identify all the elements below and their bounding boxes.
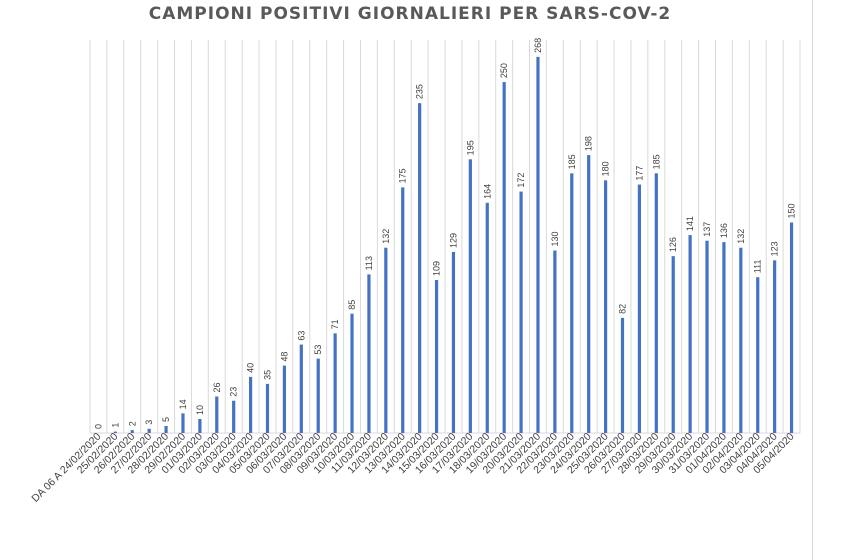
bar — [502, 82, 506, 433]
data-label: 130 — [550, 232, 560, 247]
data-label: 71 — [330, 319, 340, 329]
data-label: 195 — [465, 140, 475, 155]
bar — [705, 240, 709, 433]
bar — [485, 202, 489, 433]
data-label: 123 — [770, 241, 780, 256]
bar — [333, 333, 337, 433]
bar — [350, 313, 354, 433]
data-label: 129 — [448, 233, 458, 248]
bar — [773, 260, 777, 433]
data-label: 14 — [178, 399, 188, 409]
bar — [451, 251, 456, 433]
data-label: 235 — [415, 84, 425, 99]
bar — [722, 242, 726, 433]
data-label: 172 — [516, 173, 526, 188]
bar — [232, 400, 236, 433]
x-tick-labels: DA 06 A 24/02/202025/02/202026/02/202027… — [29, 431, 796, 505]
bar — [198, 418, 202, 433]
data-label: 23 — [229, 387, 239, 397]
bar — [603, 180, 608, 433]
bar — [316, 358, 320, 433]
bar — [215, 396, 219, 433]
data-label: 185 — [567, 154, 577, 169]
data-label: 109 — [432, 261, 442, 276]
data-label: 150 — [787, 203, 797, 218]
bar — [401, 187, 405, 433]
bar — [536, 56, 540, 433]
bar — [739, 247, 743, 433]
data-label: 63 — [296, 331, 306, 341]
bar — [654, 173, 658, 433]
bar — [248, 376, 253, 433]
data-label: 48 — [279, 352, 289, 362]
bar — [130, 430, 134, 433]
bar — [637, 184, 642, 433]
data-label: 5 — [161, 417, 171, 422]
bar — [553, 250, 557, 433]
data-label: 3 — [144, 420, 154, 425]
data-label: 198 — [584, 136, 594, 151]
bar — [299, 344, 303, 433]
bar — [113, 431, 117, 433]
data-label: 250 — [499, 63, 509, 78]
bar — [147, 428, 151, 433]
bar — [384, 247, 388, 433]
bar — [367, 274, 371, 433]
bar — [587, 155, 591, 434]
bar — [519, 191, 523, 433]
data-label: 136 — [719, 223, 729, 238]
bar — [620, 317, 625, 433]
data-label: 268 — [533, 38, 543, 53]
bar — [282, 365, 287, 433]
bar — [756, 277, 760, 433]
data-label: 40 — [246, 363, 256, 373]
data-label: 35 — [263, 370, 273, 380]
chart-title: CAMPIONI POSITIVI GIORNALIERI PER SARS-C… — [148, 4, 672, 24]
data-label: 132 — [736, 229, 746, 244]
gridlines — [89, 40, 801, 433]
bar — [181, 413, 185, 433]
bar — [789, 222, 794, 433]
data-label: 137 — [702, 222, 712, 237]
data-label: 164 — [482, 184, 492, 199]
bar — [434, 280, 439, 433]
bar — [265, 383, 270, 433]
data-label: 53 — [313, 345, 323, 355]
data-label: 113 — [364, 256, 374, 270]
frame-border — [812, 0, 813, 560]
data-label: 10 — [195, 405, 205, 415]
data-label: 180 — [601, 161, 611, 176]
bar — [688, 235, 692, 433]
data-label: 1 — [110, 423, 120, 428]
data-label: 85 — [347, 300, 357, 310]
bar — [164, 425, 168, 433]
data-label: 26 — [212, 382, 222, 392]
data-label: 82 — [618, 304, 628, 314]
data-label: 111 — [753, 260, 763, 274]
data-label: 175 — [398, 168, 408, 183]
data-label: 141 — [685, 216, 695, 231]
bar — [570, 173, 574, 433]
bars — [113, 56, 794, 434]
data-label: 132 — [381, 229, 391, 244]
bar — [671, 256, 675, 433]
data-label: 185 — [651, 154, 661, 169]
data-label: 126 — [668, 237, 678, 252]
data-label: 177 — [634, 166, 644, 181]
data-label: 2 — [127, 421, 137, 426]
data-label: 0 — [93, 424, 103, 429]
bar — [418, 103, 422, 434]
bar — [468, 159, 472, 433]
